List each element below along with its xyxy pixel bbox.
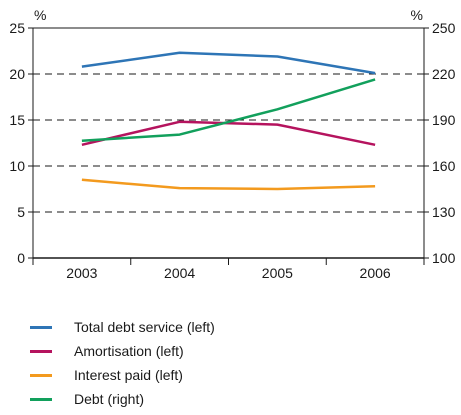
x-tick-label: 2003 bbox=[66, 265, 97, 281]
series-line-interest-paid bbox=[81, 178, 376, 191]
left-unit-label: % bbox=[34, 7, 46, 23]
left-tick-label: 10 bbox=[9, 158, 25, 174]
left-tick-label: 5 bbox=[17, 204, 25, 220]
right-tick-label: 100 bbox=[432, 250, 456, 266]
left-tick-label: 20 bbox=[9, 66, 25, 82]
legend-label: Amortisation (left) bbox=[74, 343, 184, 359]
left-tick-label: 0 bbox=[17, 250, 25, 266]
right-unit-label: % bbox=[411, 7, 423, 23]
legend-label: Debt (right) bbox=[74, 391, 145, 407]
right-tick-label: 220 bbox=[432, 66, 456, 82]
right-tick-label: 160 bbox=[432, 158, 456, 174]
legend-label: Interest paid (left) bbox=[74, 367, 183, 383]
series-line-total-debt-service bbox=[81, 51, 376, 75]
legend-swatch bbox=[30, 398, 52, 401]
legend-swatch bbox=[30, 350, 52, 353]
left-tick-label: 25 bbox=[9, 20, 25, 36]
x-tick-label: 2004 bbox=[164, 265, 195, 281]
series-line-debt bbox=[81, 78, 376, 142]
right-tick-label: 130 bbox=[432, 204, 456, 220]
legend-swatch bbox=[30, 326, 52, 329]
right-tick-label: 250 bbox=[432, 20, 456, 36]
right-tick-label: 190 bbox=[432, 112, 456, 128]
legend-label: Total debt service (left) bbox=[74, 319, 215, 335]
left-tick-label: 15 bbox=[9, 112, 25, 128]
x-tick-label: 2006 bbox=[360, 265, 391, 281]
series-line-amortisation bbox=[81, 120, 376, 147]
x-tick-label: 2005 bbox=[262, 265, 293, 281]
legend-swatch bbox=[30, 374, 52, 377]
